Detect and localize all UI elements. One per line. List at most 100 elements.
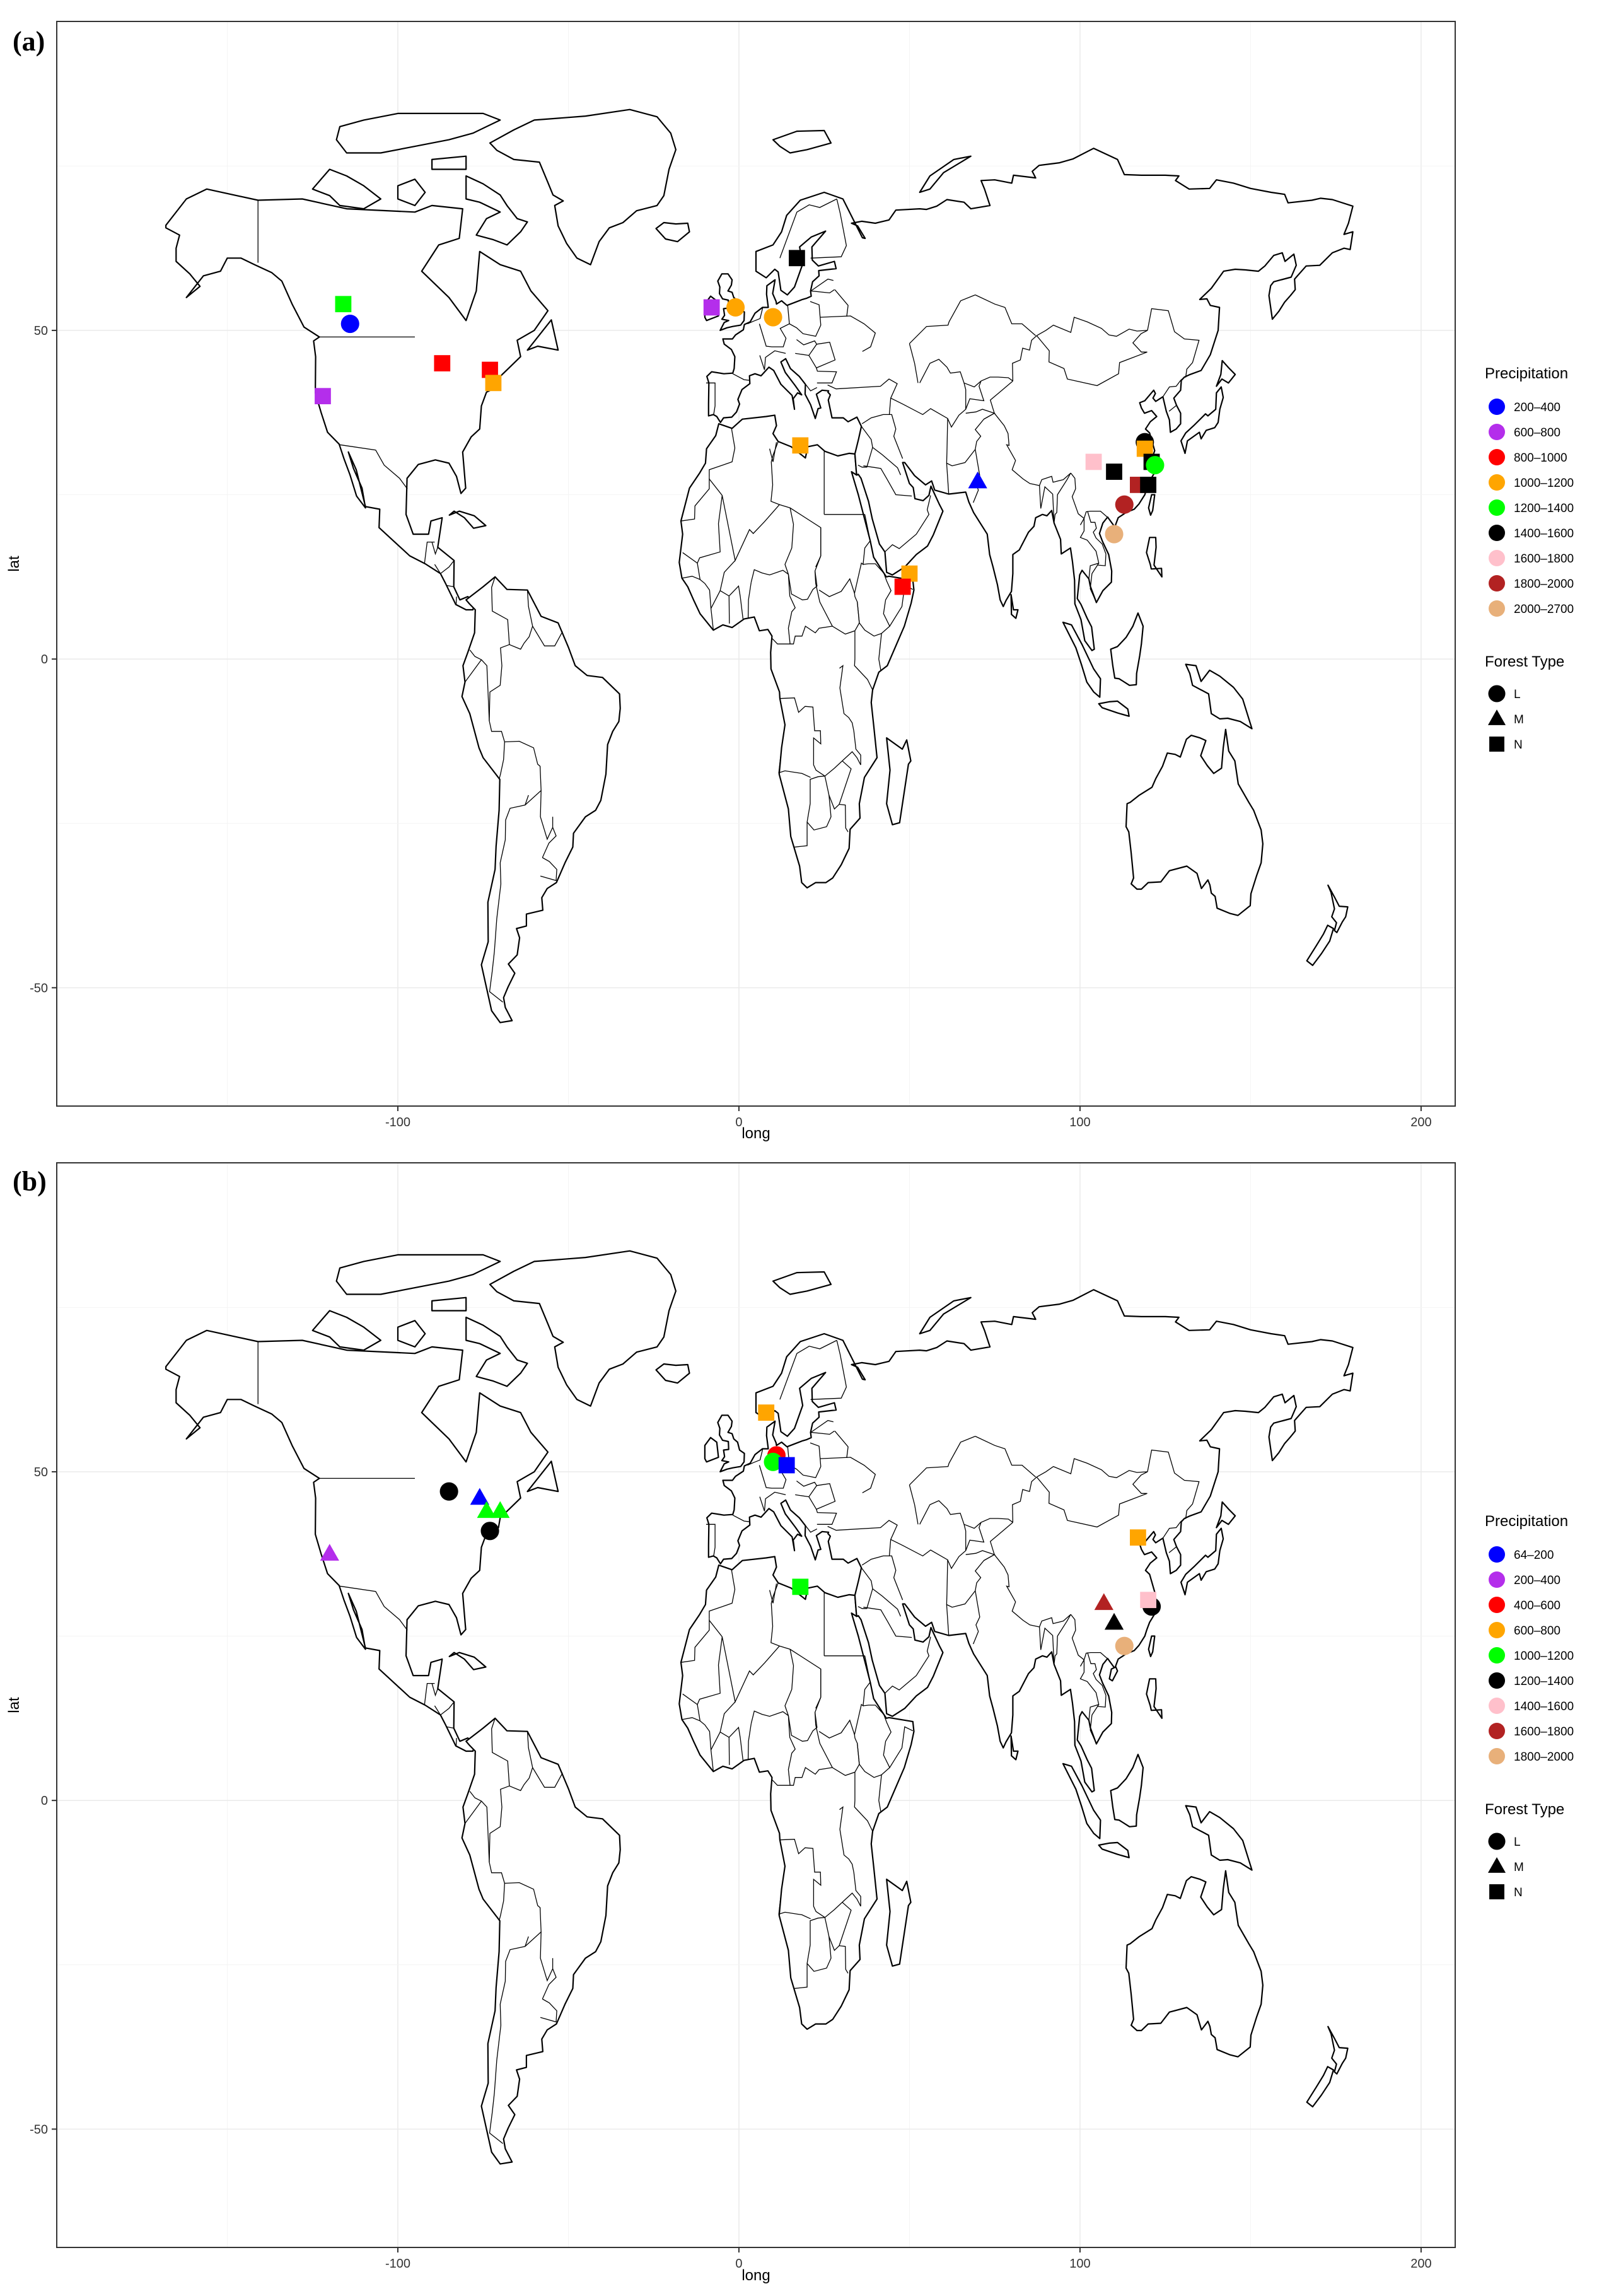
- country-border: [455, 1738, 457, 1746]
- country-border: [489, 644, 510, 780]
- country-border: [857, 1588, 873, 1609]
- country-border: [965, 1522, 985, 1551]
- data-point: [758, 1404, 775, 1421]
- data-point: [764, 308, 782, 327]
- country-border: [863, 465, 912, 497]
- country-border: [434, 560, 455, 574]
- country-border: [795, 1480, 818, 1498]
- country-border: [750, 1710, 789, 1724]
- land-outline: [1180, 1527, 1224, 1595]
- y-axis-title: lat: [6, 556, 23, 572]
- data-point: [1140, 477, 1157, 493]
- legend-key-forest-type: [1488, 1833, 1506, 1850]
- country-border: [1090, 562, 1100, 603]
- land-outline: [919, 1297, 972, 1335]
- country-border: [491, 576, 533, 650]
- country-border: [863, 1705, 886, 1718]
- country-border: [975, 1436, 1037, 1477]
- x-tick-label: 0: [735, 2257, 742, 2271]
- land-outline: [1327, 884, 1349, 933]
- data-point: [1104, 1612, 1124, 1630]
- country-border: [728, 585, 744, 619]
- country-border: [1038, 485, 1055, 523]
- legend-key-precipitation: [1489, 525, 1505, 541]
- country-border: [1036, 317, 1148, 387]
- country-border: [709, 1569, 736, 1619]
- country-border: [540, 790, 554, 841]
- legend-key-precipitation: [1489, 575, 1505, 591]
- land-outline: [706, 1289, 1354, 1793]
- country-border: [805, 1525, 818, 1533]
- land-outline: [655, 221, 690, 243]
- country-border: [1070, 1614, 1108, 1661]
- x-tick-label: -100: [385, 2257, 410, 2271]
- country-border: [1090, 1704, 1100, 1744]
- country-border: [532, 1767, 563, 1788]
- x-axis-title: long: [741, 1125, 770, 1142]
- country-border: [758, 305, 790, 347]
- country-border: [861, 426, 901, 475]
- land-outline: [717, 1414, 745, 1472]
- country-border: [808, 1483, 836, 1510]
- country-border: [863, 563, 886, 576]
- x-tick-label: 200: [1410, 1116, 1431, 1129]
- country-border: [806, 1936, 832, 1972]
- legend-title-forest-type: Forest Type: [1485, 653, 1564, 670]
- legend-key-precipitation: [1489, 1622, 1505, 1638]
- y-tick-label: 50: [34, 1466, 48, 1479]
- legend-label-precipitation: 1600–1800: [1514, 552, 1574, 566]
- land-outline: [1125, 1870, 1264, 2058]
- country-border: [789, 1442, 822, 1479]
- country-border: [881, 1767, 890, 1775]
- country-border: [818, 1719, 855, 1739]
- country-border: [750, 569, 789, 583]
- country-border: [759, 1491, 786, 1512]
- country-border: [857, 602, 882, 671]
- data-point: [340, 314, 359, 334]
- data-point: [1115, 495, 1134, 514]
- country-border: [919, 1500, 967, 1570]
- country-border: [963, 1518, 1013, 1529]
- country-border: [885, 495, 931, 552]
- country-border: [946, 409, 996, 467]
- country-border: [834, 1430, 849, 1459]
- country-border: [805, 383, 818, 392]
- data-point: [1094, 1593, 1113, 1611]
- x-tick-label: 200: [1410, 2257, 1431, 2271]
- country-border: [1147, 308, 1200, 378]
- country-border: [489, 1882, 542, 2144]
- country-border: [994, 412, 1071, 523]
- land-outline: [706, 148, 1354, 651]
- country-border: [464, 659, 482, 682]
- y-tick-label: -50: [30, 2123, 48, 2136]
- data-point: [320, 1544, 339, 1561]
- x-tick-label: -100: [385, 1116, 410, 1129]
- land-outline: [1125, 728, 1264, 916]
- land-outline: [397, 178, 426, 206]
- country-border: [1087, 1652, 1107, 1708]
- data-point: [778, 1457, 795, 1474]
- land-outline: [704, 1436, 719, 1463]
- country-border: [820, 1457, 876, 1493]
- country-border: [682, 562, 701, 581]
- country-border: [542, 1968, 557, 2000]
- land-outline: [1216, 359, 1236, 387]
- country-border: [682, 1636, 723, 1705]
- legend-label-precipitation: 1800–2000: [1514, 578, 1574, 591]
- legend-key-forest-type: [1487, 1857, 1506, 1873]
- land-outline: [431, 1297, 467, 1312]
- legend-label-precipitation: 1200–1400: [1514, 1675, 1574, 1688]
- plot-border: [56, 1162, 1456, 2248]
- country-border: [857, 447, 873, 468]
- country-border: [806, 795, 832, 830]
- legend-label-forest-type: N: [1514, 1886, 1523, 1899]
- country-border: [540, 1998, 557, 2023]
- legend-key-precipitation: [1489, 1546, 1505, 1563]
- country-border: [706, 1524, 716, 1556]
- country-border: [719, 1701, 736, 1732]
- country-border: [883, 1715, 914, 1769]
- world-map: [165, 1250, 1354, 2165]
- country-border: [818, 578, 855, 597]
- country-border: [839, 760, 852, 805]
- land-outline: [448, 510, 487, 529]
